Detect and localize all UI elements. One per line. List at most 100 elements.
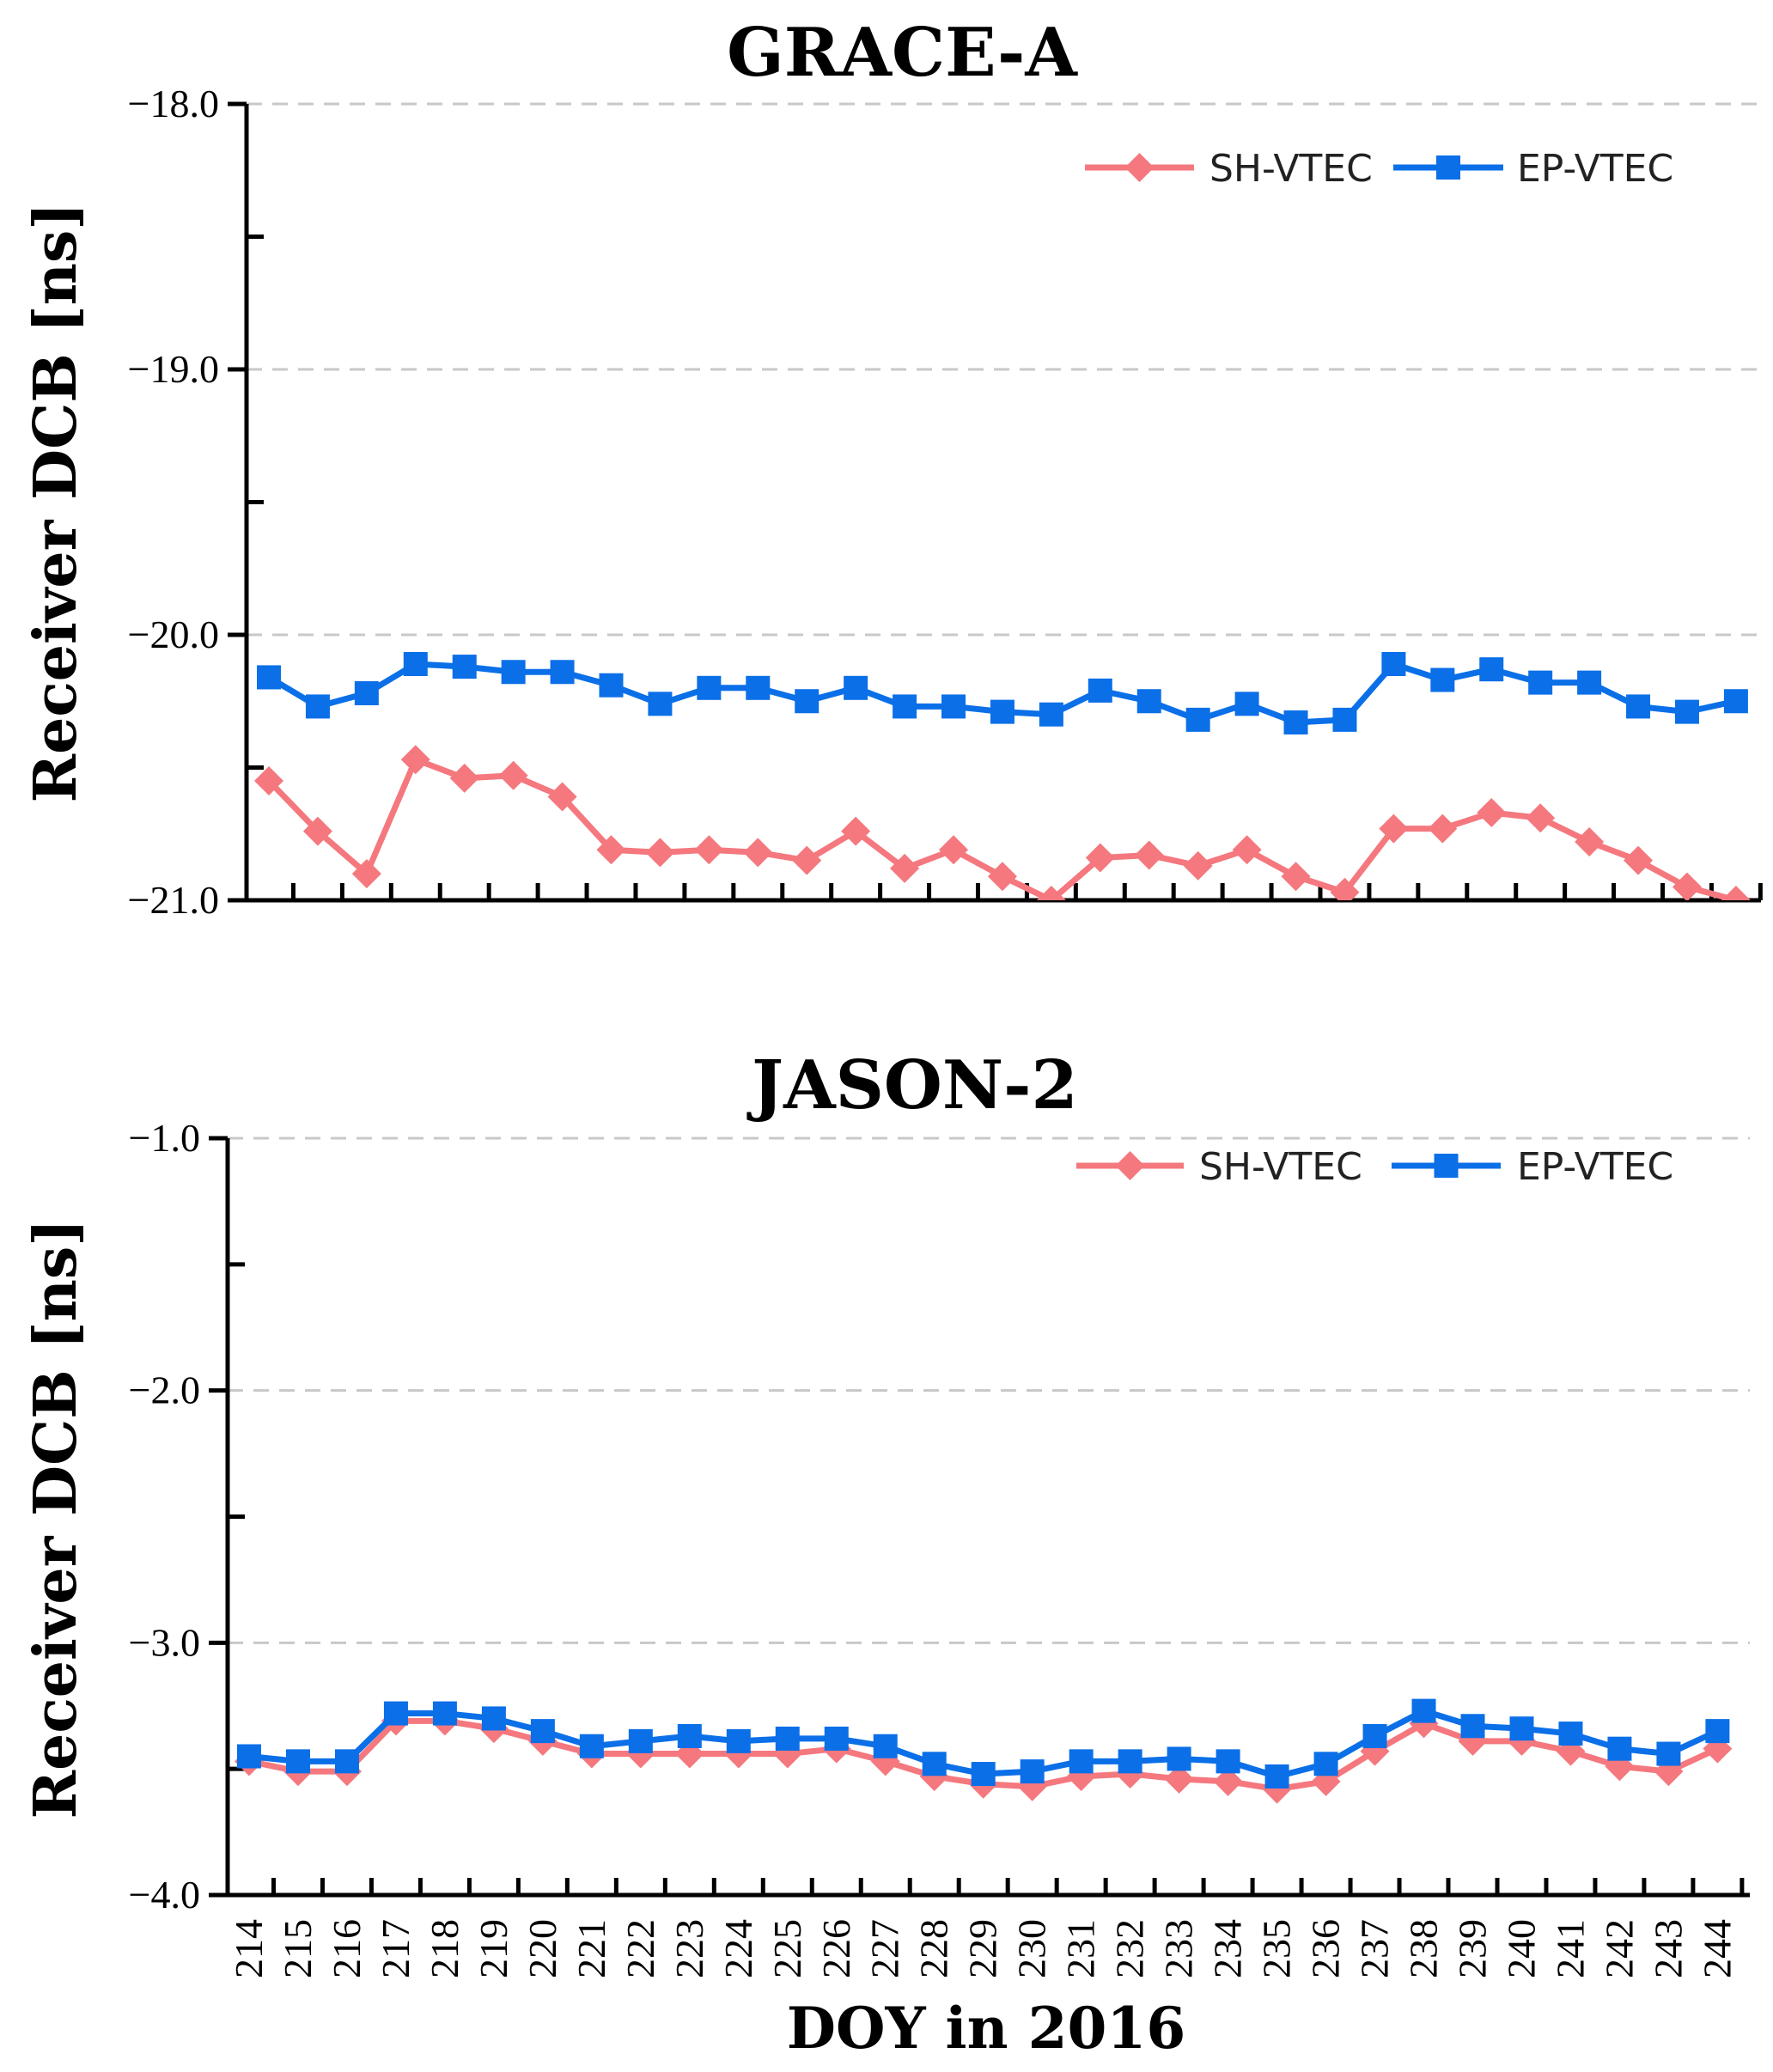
sh-vtec-point	[498, 760, 528, 790]
x-tick-label: 241	[1548, 1919, 1592, 1978]
ep-vtec-point	[1020, 1759, 1045, 1784]
ep-vtec-point	[285, 1749, 310, 1774]
y-axis-label: Receiver DCB [ns]	[21, 1219, 90, 1819]
x-tick-label: 224	[716, 1919, 760, 1978]
ep-vtec-point	[1069, 1749, 1094, 1774]
legend-ep-marker	[1436, 155, 1460, 180]
ep-vtec-point	[1411, 1698, 1436, 1723]
sh-vtec-point	[1721, 886, 1751, 900]
ep-vtec-point	[697, 675, 722, 700]
y-tick-label: −3.0	[129, 1620, 200, 1664]
sh-vtec-point	[596, 835, 626, 865]
sh-vtec-point	[694, 835, 724, 865]
x-tick-label: 217	[374, 1919, 417, 1978]
ep-vtec-point	[746, 675, 771, 700]
x-tick-label: 215	[276, 1919, 320, 1978]
sh-vtec-point	[1134, 840, 1164, 870]
chart-title: GRACE-A	[727, 14, 1078, 92]
legend-sh-marker	[1115, 1151, 1145, 1180]
legend-ep-marker	[1434, 1154, 1459, 1178]
x-axis-label: DOY in 2016	[787, 1995, 1186, 2062]
sh-vtec-point	[547, 782, 577, 812]
ep-vtec-point	[1283, 710, 1308, 734]
ep-vtec-point	[1460, 1714, 1485, 1739]
ep-vtec-point	[1264, 1764, 1289, 1789]
sh-vtec-point	[1164, 1764, 1194, 1794]
sh-vtec-point	[254, 765, 283, 795]
sh-vtec-point	[1477, 798, 1507, 828]
ep-vtec-point	[1381, 651, 1406, 676]
ep-vtec-point	[1656, 1741, 1681, 1766]
y-tick-label: −18.0	[128, 82, 219, 125]
y-tick-label: −21.0	[128, 878, 219, 922]
x-tick-label: 244	[1695, 1919, 1739, 1978]
ep-vtec-point	[990, 699, 1014, 724]
sh-vtec-point	[1085, 843, 1115, 873]
ep-vtec-point	[941, 694, 966, 719]
ep-vtec-point	[1216, 1749, 1240, 1774]
ep-vtec-point	[1558, 1722, 1583, 1746]
x-tick-label: 218	[423, 1919, 466, 1978]
x-tick-label: 222	[618, 1919, 662, 1978]
ep-vtec-point	[1167, 1746, 1191, 1771]
ep-vtec-point	[1479, 657, 1504, 682]
ep-vtec-point	[550, 660, 575, 685]
plot-area	[254, 651, 1751, 900]
y-tick-label: −19.0	[128, 347, 219, 391]
ep-vtec-point	[1088, 678, 1112, 703]
ep-vtec-point	[579, 1734, 604, 1758]
sh-vtec-point	[1036, 886, 1066, 900]
x-tick-label: 220	[521, 1919, 564, 1978]
x-tick-label: 238	[1402, 1919, 1446, 1978]
legend-sh-label: SH-VTEC	[1199, 1145, 1362, 1189]
ep-vtec-point	[1674, 699, 1699, 724]
ep-vtec-point	[237, 1744, 261, 1769]
ep-vtec-point	[775, 1726, 800, 1751]
x-tick-label: 228	[912, 1919, 956, 1978]
ep-vtec-point	[824, 1726, 849, 1751]
sh-vtec-point	[1428, 814, 1458, 844]
x-tick-label: 227	[863, 1919, 907, 1978]
ep-vtec-point	[599, 673, 624, 698]
ep-vtec-point	[873, 1734, 898, 1758]
x-tick-label: 234	[1206, 1919, 1250, 1978]
ep-vtec-point	[971, 1762, 996, 1787]
sh-vtec-point	[743, 838, 773, 868]
ep-vtec-point	[257, 665, 281, 690]
ep-vtec-point	[1136, 689, 1161, 714]
sh-vtec-point	[792, 845, 822, 875]
legend: SH-VTEC EP-VTEC	[1076, 1145, 1673, 1189]
ep-vtec-point	[452, 655, 477, 679]
ep-vtec-point	[334, 1749, 359, 1774]
sh-vtec-point	[841, 816, 871, 846]
sh-vtec-point	[1624, 845, 1654, 875]
sh-vtec-point	[1183, 850, 1213, 881]
x-tick-label: 232	[1108, 1919, 1152, 1978]
x-tick-label: 221	[570, 1919, 613, 1978]
ep-vtec-point	[481, 1706, 506, 1731]
ep-vtec-point	[1509, 1716, 1534, 1741]
sh-vtec-point	[1232, 835, 1262, 865]
x-tick-label: 240	[1499, 1919, 1543, 1978]
sh-vtec-point	[1575, 827, 1605, 857]
ep-vtec-point	[1607, 1736, 1632, 1761]
ep-vtec-point	[501, 660, 526, 685]
ep-vtec-point	[1313, 1752, 1338, 1776]
jason-2-chart: JASON-2 Receiver DCB [ns] −1.0 −2.0 −3.0 −4…	[21, 1046, 1750, 1978]
x-tick-label: 230	[1010, 1919, 1054, 1978]
ep-vtec-point	[432, 1701, 457, 1726]
x-tick-label: 223	[667, 1919, 711, 1978]
ep-vtec-point	[305, 694, 330, 719]
ep-vtec-point	[1332, 707, 1357, 732]
x-tick-label: 236	[1304, 1919, 1348, 1978]
legend-sh-label: SH-VTEC	[1209, 147, 1373, 191]
x-tick-label: 216	[325, 1919, 369, 1978]
legend-sh-marker	[1124, 153, 1155, 182]
sh-vtec-point	[400, 745, 430, 775]
x-tick-label: 237	[1353, 1919, 1397, 1978]
ep-vtec-point	[795, 689, 819, 714]
ep-vtec-point	[383, 1701, 408, 1726]
ep-vtec-point	[354, 680, 379, 705]
sh-vtec-point	[302, 816, 332, 846]
x-tick-label: 235	[1255, 1919, 1299, 1978]
